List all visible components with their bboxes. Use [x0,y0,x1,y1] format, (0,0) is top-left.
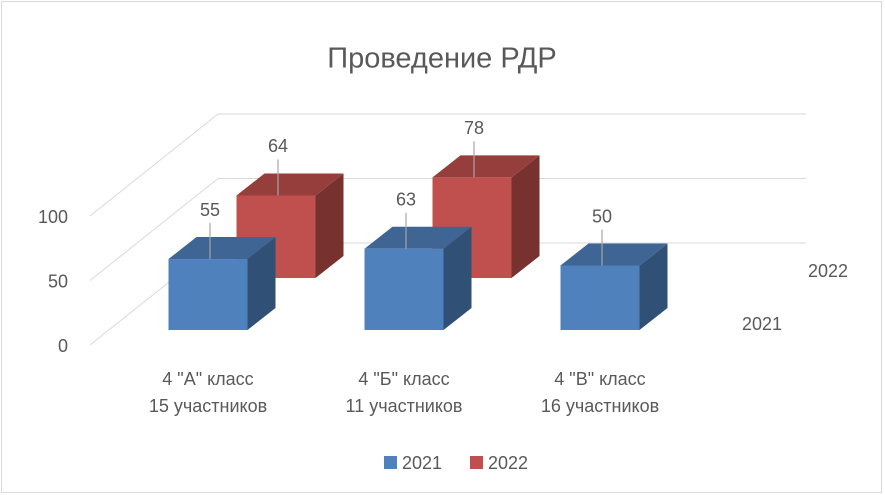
data-label: 78 [464,118,484,138]
legend-swatch [384,456,397,469]
bar-side [315,173,344,278]
bar-top [168,237,276,260]
x-tick-label: 16 участников [541,396,659,416]
x-tick-label: 4 "В" класс [554,369,645,389]
y-tick-label: 0 [58,336,68,356]
data-label: 50 [592,206,612,226]
depth-label: 2021 [742,314,782,334]
bar-side [247,237,276,330]
data-label: 55 [200,200,220,220]
data-label: 63 [396,189,416,209]
bar-top [236,173,344,196]
grid-line [89,178,806,281]
legend-label: 2022 [488,453,528,473]
bar [364,248,444,330]
bar-top [364,226,472,249]
grid-line [89,113,806,217]
bar [560,265,640,330]
bar-side [511,155,540,278]
data-label: 64 [268,136,288,156]
bar-side [639,243,668,330]
y-tick-label: 100 [38,207,68,227]
x-tick-label: 15 участников [149,396,267,416]
bar-top [560,243,668,266]
bar-top [432,155,540,178]
chart-title: Проведение РДР [327,43,557,75]
x-tick-label: 4 "Б" класс [358,369,449,389]
legend-swatch [470,456,483,469]
bar [168,259,248,330]
depth-label: 2022 [808,261,848,281]
x-tick-label: 11 участников [346,396,463,416]
x-tick-label: 4 "А" класс [162,369,253,389]
bar-side [443,226,472,330]
y-tick-label: 50 [48,271,68,291]
legend-label: 2021 [402,453,442,473]
